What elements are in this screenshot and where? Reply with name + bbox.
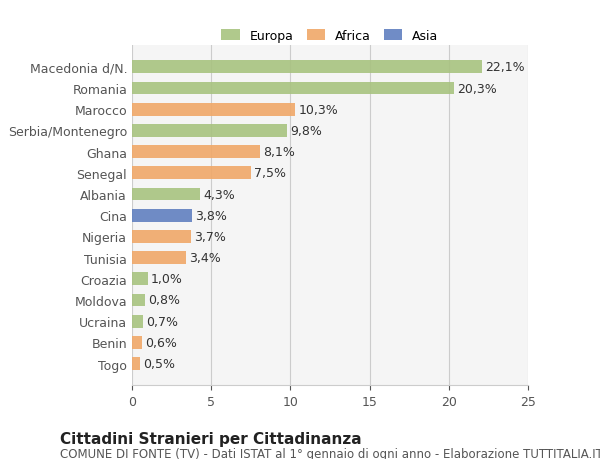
Legend: Europa, Africa, Asia: Europa, Africa, Asia	[217, 25, 443, 48]
Bar	[132, 104, 295, 116]
Bar	[132, 315, 143, 328]
Bar	[132, 83, 454, 95]
Bar	[132, 252, 186, 264]
Text: 9,8%: 9,8%	[290, 125, 322, 138]
Text: 7,5%: 7,5%	[254, 167, 286, 180]
Bar	[132, 209, 192, 222]
Bar	[132, 358, 140, 370]
Bar	[132, 125, 287, 138]
Bar	[132, 146, 260, 159]
Bar	[132, 230, 191, 243]
Text: 3,4%: 3,4%	[189, 252, 221, 264]
Text: 0,8%: 0,8%	[148, 294, 180, 307]
Text: Cittadini Stranieri per Cittadinanza: Cittadini Stranieri per Cittadinanza	[60, 431, 362, 447]
Bar	[132, 62, 482, 74]
Text: 0,5%: 0,5%	[143, 357, 175, 370]
Text: 22,1%: 22,1%	[485, 61, 525, 74]
Text: 20,3%: 20,3%	[457, 82, 496, 95]
Text: 3,7%: 3,7%	[194, 230, 226, 243]
Text: 0,7%: 0,7%	[146, 315, 178, 328]
Text: 4,3%: 4,3%	[203, 188, 235, 201]
Bar	[132, 167, 251, 180]
Text: 10,3%: 10,3%	[298, 103, 338, 117]
Bar	[132, 273, 148, 285]
Text: COMUNE DI FONTE (TV) - Dati ISTAT al 1° gennaio di ogni anno - Elaborazione TUTT: COMUNE DI FONTE (TV) - Dati ISTAT al 1° …	[60, 448, 600, 459]
Bar	[132, 188, 200, 201]
Bar	[132, 294, 145, 307]
Bar	[132, 336, 142, 349]
Text: 0,6%: 0,6%	[145, 336, 176, 349]
Text: 8,1%: 8,1%	[263, 146, 295, 159]
Text: 1,0%: 1,0%	[151, 273, 183, 285]
Text: 3,8%: 3,8%	[196, 209, 227, 222]
